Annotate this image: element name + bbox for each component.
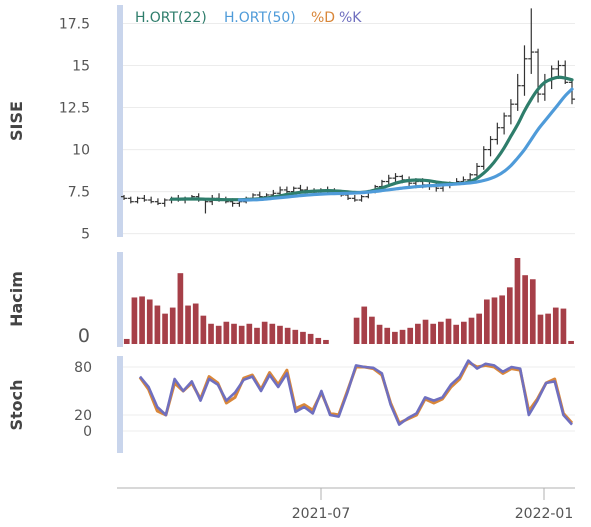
volume-bar	[392, 331, 398, 344]
price-panel-edge	[117, 5, 123, 237]
volume-bar	[169, 307, 176, 344]
volume-bar	[453, 324, 460, 344]
x-tick-label: 2021-07	[292, 506, 351, 522]
volume-bar	[315, 337, 322, 344]
volume-bar	[300, 331, 306, 344]
volume-bar	[261, 321, 268, 344]
price-tick-label: 15	[72, 59, 90, 75]
volume-bar	[476, 313, 482, 344]
volume-bar	[376, 324, 383, 344]
stoch-axis-label: Stoch	[7, 379, 26, 430]
volume-bar	[185, 305, 191, 344]
volume-bar	[139, 296, 145, 344]
price-tick-label: 12.5	[59, 101, 90, 117]
volume-bar	[438, 321, 444, 344]
volume-bar	[514, 258, 521, 344]
volume-bar	[284, 327, 291, 344]
volume-bar	[430, 323, 437, 344]
volume-bar	[461, 321, 467, 344]
price-panel	[123, 5, 575, 237]
volume-bar	[568, 340, 574, 344]
volume-bar	[506, 287, 513, 344]
legend-hort22: H.ORT(22)	[135, 10, 207, 26]
volume-bar	[560, 308, 567, 344]
legend: H.ORT(22) H.ORT(50) %D %K	[135, 10, 362, 26]
volume-bar	[246, 323, 253, 344]
volume-bar	[491, 297, 498, 344]
volume-bar	[323, 339, 329, 344]
price-tick-label: 5	[81, 227, 90, 243]
volume-tick-label: 0	[78, 325, 90, 347]
stoch-k-line	[138, 359, 573, 426]
volume-bar	[537, 314, 544, 344]
volume-axis-label: Hacim	[7, 271, 26, 327]
volume-bar	[422, 319, 429, 344]
volume-bar	[277, 325, 283, 344]
volume-bar	[162, 313, 168, 344]
volume-bar	[292, 329, 299, 344]
volume-bar	[223, 321, 230, 344]
x-tick-label: 2022-01	[515, 506, 574, 522]
volume-bar	[307, 333, 314, 344]
stoch-panel-edge	[117, 356, 123, 453]
volume-bar	[208, 323, 214, 344]
volume-bar	[177, 273, 184, 344]
volume-bar	[146, 299, 153, 344]
stoch-tick-label: 80	[74, 360, 92, 376]
hort50-line	[237, 87, 574, 202]
volume-panel-edge	[117, 252, 123, 347]
volume-bar	[269, 323, 276, 344]
volume-bar	[215, 325, 222, 344]
volume-bar	[522, 275, 528, 344]
volume-bar	[231, 323, 237, 344]
volume-bar	[238, 325, 245, 344]
volume-bar	[407, 327, 414, 344]
price-tick-label: 7.5	[68, 185, 90, 201]
volume-bar	[384, 327, 391, 344]
volume-bar	[131, 297, 138, 344]
legend-pct-d: %D	[311, 10, 335, 26]
volume-bar	[353, 317, 360, 344]
volume-bar	[123, 338, 130, 344]
volume-bar	[254, 327, 260, 344]
legend-pct-k: %K	[339, 10, 362, 26]
volume-bar	[192, 303, 199, 344]
volume-bar	[200, 315, 207, 344]
volume-bar	[154, 305, 161, 344]
volume-bar	[369, 316, 375, 344]
price-tick-label: 10	[72, 143, 90, 159]
volume-bar	[415, 323, 421, 344]
stoch-tick-label: 20	[74, 408, 92, 424]
volume-bar	[552, 307, 559, 344]
volume-bar	[445, 318, 452, 344]
volume-bar	[361, 306, 368, 344]
price-tick-label: 17.5	[59, 16, 90, 32]
volume-bar	[529, 279, 536, 344]
price-axis-label: SISE	[7, 101, 26, 141]
legend-hort50: H.ORT(50)	[224, 10, 296, 26]
stoch-tick-label: 0	[83, 424, 92, 440]
volume-bar	[468, 317, 475, 344]
volume-bar	[399, 329, 406, 344]
volume-bar	[483, 299, 490, 344]
volume-bar	[545, 313, 551, 344]
volume-bar	[499, 295, 505, 344]
